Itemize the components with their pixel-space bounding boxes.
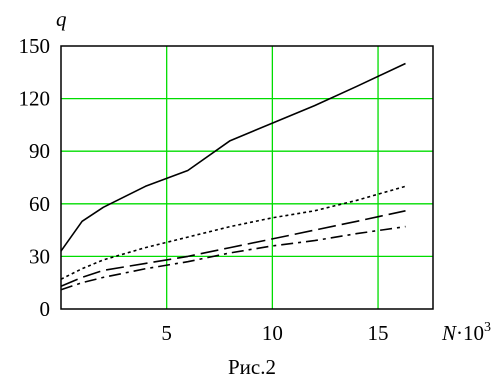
series-line-dash-dot bbox=[60, 225, 406, 291]
y-tick-label: 120 bbox=[19, 87, 51, 111]
y-tick-label: 30 bbox=[29, 244, 50, 268]
x-tick-label: 10 bbox=[262, 321, 283, 345]
figure-caption: Рис.2 bbox=[228, 355, 276, 379]
series-line-solid bbox=[60, 62, 406, 252]
x-axis-label-exp: 3 bbox=[484, 320, 491, 335]
y-axis-label: q bbox=[56, 7, 67, 31]
y-tick-label: 150 bbox=[19, 34, 51, 58]
x-tick-labels: 5 10 15 bbox=[161, 321, 388, 345]
plot-frame bbox=[60, 45, 434, 310]
y-tick-label: 90 bbox=[29, 139, 50, 163]
y-tick-label: 0 bbox=[40, 297, 51, 321]
x-axis-label-mult: ·10 bbox=[456, 321, 484, 345]
series-line-dotted bbox=[60, 185, 406, 280]
x-tick-label: 15 bbox=[368, 321, 389, 345]
x-tick-label: 5 bbox=[161, 321, 172, 345]
series-lines bbox=[60, 62, 406, 291]
grid bbox=[61, 46, 433, 309]
series-line-long-dash bbox=[60, 210, 406, 287]
y-tick-label: 60 bbox=[29, 192, 50, 216]
y-tick-labels: 0 30 60 90 120 150 bbox=[19, 34, 51, 321]
x-axis-label-main: N bbox=[441, 321, 457, 345]
x-axis-label: N·103 bbox=[441, 320, 491, 345]
